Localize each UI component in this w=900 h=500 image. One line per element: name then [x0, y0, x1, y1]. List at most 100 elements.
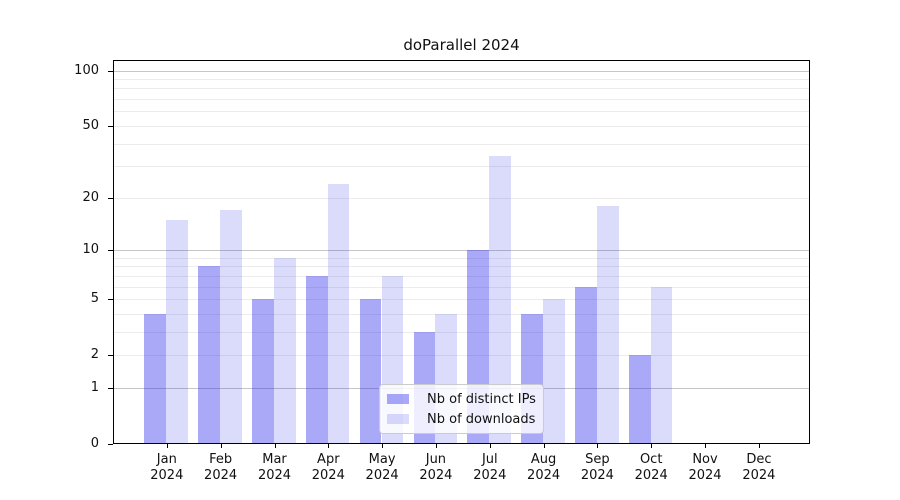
- y-tick-label: 1: [90, 379, 99, 395]
- y-tick-label: 100: [74, 62, 99, 78]
- x-axis-tick: [758, 444, 760, 448]
- x-axis-tick: [166, 444, 168, 448]
- x-tick-label: Aug 2024: [509, 452, 579, 483]
- x-tick-label-month: May: [368, 452, 396, 467]
- x-tick-label-year: 2024: [365, 467, 399, 483]
- x-tick-label: Feb 2024: [186, 452, 256, 483]
- x-axis-tick: [705, 444, 706, 448]
- bar-downloads: [596, 205, 619, 444]
- y-axis-tick: [108, 444, 113, 445]
- x-axis-tick: [597, 444, 599, 448]
- gridline-major: [113, 70, 810, 72]
- x-tick-label: Dec 2024: [724, 452, 794, 483]
- x-tick-label-year: 2024: [257, 467, 292, 483]
- y-tick-label: 0: [90, 436, 99, 451]
- legend-label-distinct-ips: Nb of distinct IPs: [427, 391, 536, 407]
- gridline-minor: [113, 355, 810, 357]
- bar-downloads: [166, 219, 188, 444]
- x-tick-label-year: 2024: [742, 467, 776, 483]
- legend-item-distinct-ips: Nb of distinct IPs: [387, 389, 536, 409]
- gridline-minor: [113, 299, 810, 300]
- bar-distinct-ips: [198, 266, 220, 444]
- x-tick-label-year: 2024: [688, 467, 722, 483]
- y-axis-tick: [108, 249, 113, 251]
- x-tick-label: Jun 2024: [401, 452, 471, 483]
- x-axis-tick: [435, 444, 437, 448]
- y-tick-label: 5: [90, 291, 99, 306]
- gridline-minor: [113, 197, 810, 199]
- x-axis-tick: [328, 444, 330, 448]
- x-tick-label-month: Apr: [317, 452, 340, 467]
- gridline-minor: [113, 99, 810, 100]
- x-axis-tick: [220, 444, 222, 448]
- x-tick-label-month: Jan: [156, 452, 177, 467]
- x-tick-label: Mar 2024: [240, 452, 310, 483]
- x-tick-label: Nov 2024: [670, 452, 740, 483]
- x-axis-tick: [651, 444, 653, 448]
- x-tick-label: Jan 2024: [132, 452, 202, 483]
- x-tick-label-month: Oct: [639, 452, 663, 467]
- bar-downloads: [220, 210, 242, 444]
- x-tick-label-year: 2024: [473, 467, 507, 483]
- bar-downloads: [327, 183, 350, 444]
- x-tick-label-year: 2024: [419, 467, 453, 483]
- legend-swatch-downloads: [387, 414, 409, 424]
- gridline-minor: [113, 143, 810, 145]
- y-tick-label: 20: [82, 189, 99, 205]
- y-axis-tick: [108, 299, 113, 300]
- chart-title: doParallel 2024: [403, 36, 520, 54]
- bar-distinct-ips: [252, 299, 274, 444]
- y-axis-tick: [108, 197, 113, 199]
- gridline-minor: [113, 286, 810, 288]
- x-tick-label-month: Dec: [746, 452, 772, 467]
- gridline-minor: [113, 266, 810, 268]
- bar-distinct-ips: [575, 286, 597, 444]
- x-axis-tick: [274, 444, 276, 448]
- bar-distinct-ips: [628, 355, 651, 444]
- legend-swatch-distinct-ips: [387, 394, 409, 404]
- x-tick-label: Oct 2024: [616, 452, 686, 483]
- x-tick-label-year: 2024: [204, 467, 238, 483]
- legend-item-downloads: Nb of downloads: [387, 409, 536, 429]
- x-tick-label-month: Aug: [530, 452, 557, 467]
- x-tick-label: Sep 2024: [562, 452, 632, 483]
- bar-distinct-ips: [305, 275, 328, 444]
- bar-downloads: [543, 299, 565, 444]
- legend: Nb of distinct IPs Nb of downloads: [379, 384, 544, 434]
- gridline-minor: [113, 331, 810, 333]
- bar-downloads: [273, 257, 296, 444]
- gridline-major: [113, 249, 810, 251]
- plot-area: Nb of distinct IPs Nb of downloads: [108, 60, 810, 448]
- y-axis-tick: [108, 355, 113, 357]
- bar-distinct-ips: [144, 313, 167, 444]
- x-tick-label-year: 2024: [311, 467, 345, 483]
- x-tick-label-month: Sep: [585, 452, 610, 467]
- gridline-minor: [113, 257, 810, 259]
- gridline-minor: [113, 166, 810, 168]
- y-axis-tick: [108, 125, 113, 127]
- x-tick-label-year: 2024: [527, 467, 561, 483]
- x-tick-label: Apr 2024: [293, 452, 363, 483]
- x-tick-label-month: Jul: [481, 452, 498, 467]
- gridline-minor: [113, 88, 810, 90]
- gridline-minor: [113, 275, 810, 277]
- bar-downloads: [489, 156, 511, 444]
- y-axis-tick: [108, 70, 113, 72]
- x-tick-label-year: 2024: [580, 467, 614, 483]
- legend-label-downloads: Nb of downloads: [427, 411, 536, 427]
- x-tick-label-year: 2024: [634, 467, 668, 483]
- y-tick-label: 50: [82, 117, 99, 133]
- x-tick-label-month: Jun: [425, 452, 447, 467]
- gridline-minor: [113, 125, 810, 127]
- y-axis-tick: [108, 387, 113, 389]
- x-tick-label-month: Mar: [262, 452, 287, 467]
- gridline-minor: [113, 313, 810, 315]
- bar-distinct-ips: [359, 299, 382, 444]
- gridline-minor: [113, 78, 810, 80]
- x-axis-tick: [489, 444, 491, 448]
- y-tick-label: 2: [90, 347, 99, 363]
- x-axis-tick: [543, 444, 545, 448]
- gridline-minor: [113, 111, 810, 113]
- bar-downloads: [650, 286, 673, 444]
